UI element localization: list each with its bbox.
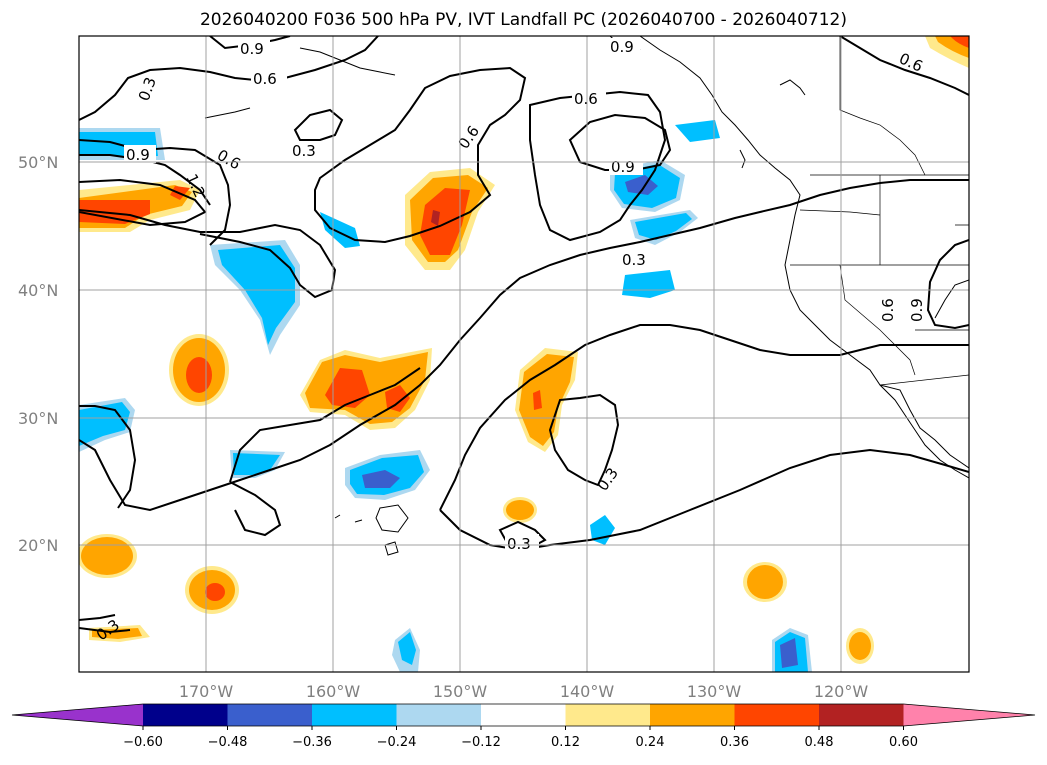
- map-frame: [78, 35, 970, 673]
- colorbar-segment: [650, 704, 735, 726]
- colorbar-tick-label: −0.12: [461, 735, 501, 750]
- lat-label-40n: 40°N: [18, 281, 58, 300]
- colorbar-tick-label: −0.36: [292, 735, 332, 750]
- anomaly-blob-170w-34n: [169, 334, 229, 406]
- contour-label: 0.9: [610, 38, 634, 56]
- contour-label: 0.6: [879, 298, 897, 322]
- contour-label: 0.3: [507, 535, 531, 553]
- anomaly-blob-blue: [79, 120, 812, 672]
- contour-label: 0.9: [611, 158, 635, 176]
- colorbar-ticks: −0.60 −0.48 −0.36 −0.24 −0.12 0.12 0.24 0.36 0.4…: [123, 726, 918, 750]
- lat-label-50n: 50°N: [18, 153, 58, 172]
- lat-label-30n: 30°N: [18, 409, 58, 428]
- colorbar-segment: [227, 704, 313, 726]
- colorbar-tick-label: 0.36: [720, 735, 749, 750]
- colorbar-tick-label: 0.48: [805, 735, 834, 750]
- contour-label: 0.6: [253, 70, 277, 88]
- colorbar-tick-label: 0.12: [551, 735, 580, 750]
- colorbar-segment: [143, 704, 228, 726]
- anomaly-blob-ne-corner: [925, 36, 969, 68]
- colorbar-extend-min: [12, 704, 143, 726]
- lat-labels: 50°N 40°N 30°N 20°N: [18, 153, 58, 555]
- lon-labels: 170°W 160°W 150°W 140°W 130°W 120°W: [179, 682, 869, 701]
- map-layers: 0.9 0.6 0.3 0.9 0.6 1.2 0.3 0.6 0.6 0.9 …: [79, 36, 969, 672]
- contour-label: 0.6: [574, 90, 598, 108]
- lon-label-150w: 150°W: [433, 682, 488, 701]
- contour-label: 0.3: [292, 142, 316, 160]
- colorbar-segment: [396, 704, 482, 726]
- anomaly-blob-central-45n: [405, 168, 495, 270]
- contour-label: 0.9: [240, 40, 264, 58]
- colorbar-segments: [11, 703, 1036, 727]
- lat-label-20n: 20°N: [18, 536, 58, 555]
- colorbar-tick-label: 0.24: [636, 735, 665, 750]
- colorbar-tick-label: −0.24: [377, 735, 417, 750]
- colorbar-segment: [481, 704, 566, 726]
- anomaly-blob-143w-32n: [515, 348, 578, 452]
- contour-label: 0.9: [126, 146, 150, 164]
- colorbar-segment: [734, 704, 820, 726]
- colorbar: −0.60 −0.48 −0.36 −0.24 −0.12 0.12 0.24 0.36 0.4…: [11, 703, 1036, 750]
- map-title: 2026040200 F036 500 hPa PV, IVT Landfall…: [199, 10, 847, 30]
- contour-label: 0.3: [622, 251, 646, 269]
- lon-label-160w: 160°W: [306, 682, 361, 701]
- colorbar-segment: [312, 704, 397, 726]
- political-borders: [790, 36, 969, 386]
- gridlines: [79, 36, 969, 672]
- colorbar-tick-label: 0.60: [889, 735, 918, 750]
- colorbar-extend-max: [903, 704, 1035, 726]
- colorbar-segment: [819, 704, 904, 726]
- lon-label-130w: 130°W: [687, 682, 742, 701]
- lon-label-170w: 170°W: [179, 682, 234, 701]
- lon-label-120w: 120°W: [814, 682, 869, 701]
- colorbar-segment: [565, 704, 651, 726]
- colorbar-tick-label: −0.48: [208, 735, 248, 750]
- lon-label-140w: 140°W: [560, 682, 615, 701]
- colorbar-tick-label: −0.60: [123, 735, 163, 750]
- contour-label: 0.9: [908, 298, 926, 322]
